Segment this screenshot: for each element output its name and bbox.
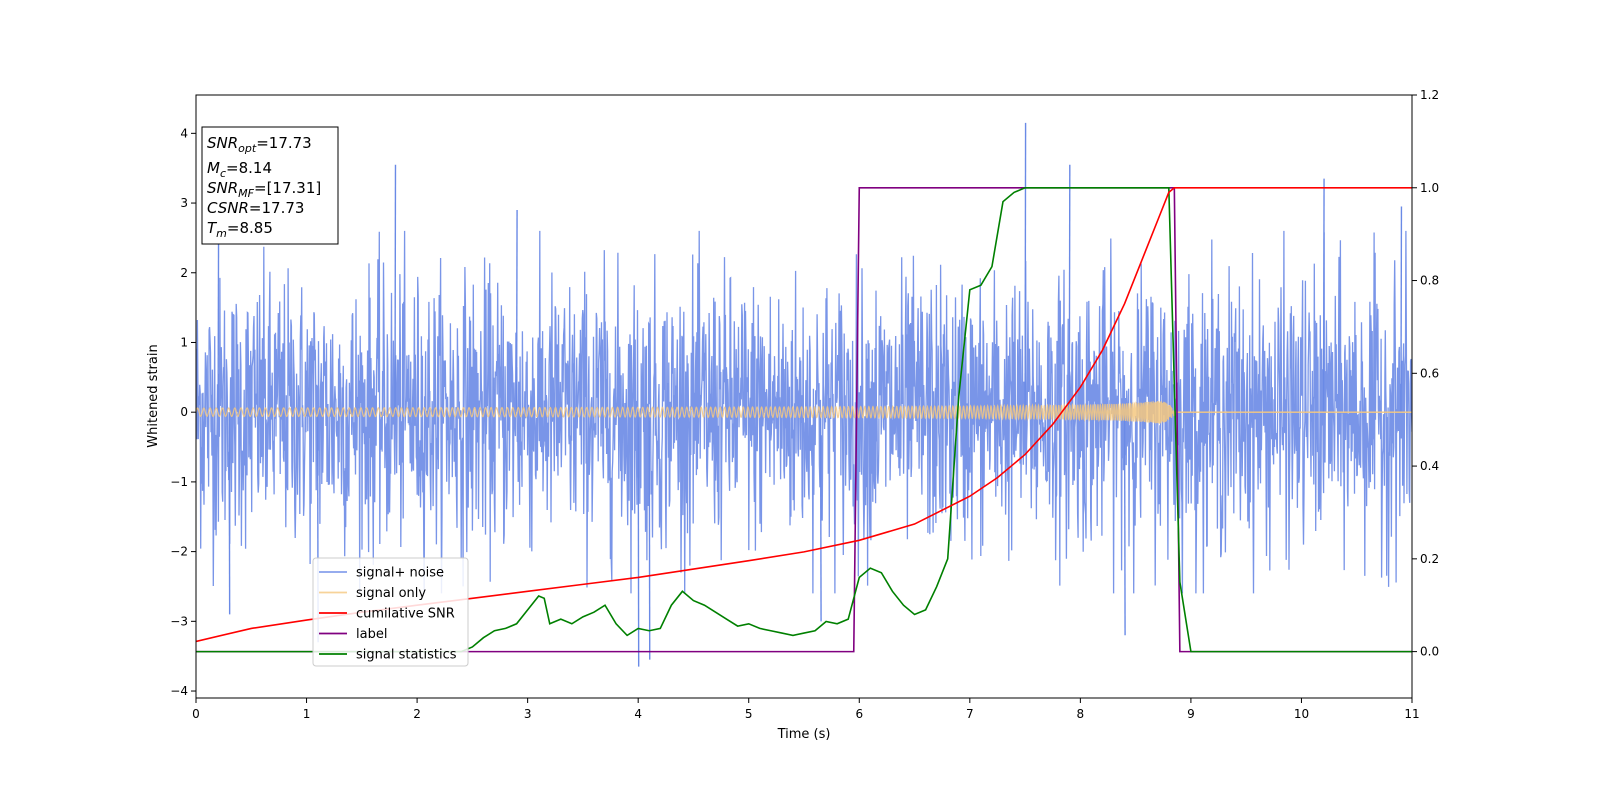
series-signal-statistics: [196, 186, 1412, 653]
y-tick: −4: [170, 684, 196, 698]
x-tick-label: 11: [1404, 707, 1419, 721]
x-tick-label: 9: [1187, 707, 1195, 721]
x-tick-label: 10: [1294, 707, 1309, 721]
x-tick: 10: [1294, 698, 1309, 721]
y-tick-label: 1: [180, 335, 188, 349]
x-tick-label: 6: [855, 707, 863, 721]
y2-tick: 0.2: [1412, 552, 1439, 566]
annotation-box: SNRopt=17.73 Mc=8.14SNRMF=[17.31]CSNR=17.…: [201, 126, 339, 245]
legend-label: cumilative SNR: [356, 607, 455, 622]
x-tick: 6: [855, 698, 863, 721]
y-axis-right: 0.0 0.2 0.4 0.6 0.8 1.0 1.2: [1412, 88, 1439, 659]
y-tick-label: 3: [180, 196, 188, 210]
y-tick: 0: [180, 405, 196, 419]
x-tick: 2: [413, 698, 421, 721]
legend-label: label: [356, 627, 387, 642]
x-axis-label: Time (s): [777, 727, 831, 742]
plot-frame: [195, 94, 1413, 699]
noise-spike: [1024, 122, 1027, 413]
legend-item: label: [319, 627, 387, 642]
annotation-frame: [201, 126, 339, 245]
legend-item: cumilative SNR: [319, 607, 455, 622]
signal-trace: [196, 400, 1175, 424]
legend-label: signal+ noise: [356, 566, 444, 581]
y-tick-label: 4: [180, 126, 188, 140]
y2-tick: 0.0: [1412, 645, 1439, 659]
y2-tick: 1.0: [1412, 181, 1439, 195]
noise-spike: [637, 412, 640, 667]
y2-tick: 0.6: [1412, 366, 1439, 380]
noise-spike: [1322, 178, 1325, 413]
y-tick: 1: [180, 335, 196, 349]
x-tick: 5: [745, 698, 753, 721]
y2-tick-label: 0.8: [1420, 274, 1439, 288]
x-tick: 8: [1077, 698, 1085, 721]
y2-tick: 0.8: [1412, 274, 1439, 288]
y-tick-label: 0: [180, 405, 188, 419]
annotation-line: Tm=8.85: [207, 219, 273, 240]
noise-spike: [1123, 412, 1126, 636]
x-tick: 1: [303, 698, 311, 721]
annotation-line: SNRopt=17.73: [207, 134, 312, 155]
y2-tick-label: 0.4: [1420, 459, 1439, 473]
series-signal-noise: [196, 122, 1412, 667]
y2-tick-label: 0.0: [1420, 645, 1439, 659]
series-signal-only: [196, 400, 1412, 424]
y2-tick: 1.2: [1412, 88, 1439, 102]
y-tick-label: −2: [170, 545, 188, 559]
legend-item: signal statistics: [319, 648, 457, 663]
x-tick-label: 5: [745, 707, 753, 721]
noise-spike: [228, 412, 231, 615]
x-tick-label: 4: [634, 707, 642, 721]
y-axis-label: Whitened strain: [146, 344, 161, 447]
legend-label: signal statistics: [356, 648, 457, 663]
x-tick-label: 2: [413, 707, 421, 721]
x-tick: 3: [524, 698, 532, 721]
noise-trace: [196, 230, 1412, 594]
noise-spike: [1068, 164, 1071, 413]
y-tick: 4: [180, 126, 196, 140]
y-axis-left: −4 −3 −2 −1 0 1 2 3 4: [170, 126, 196, 698]
legend: signal+ noise signal only cumilative SNR la…: [312, 557, 469, 667]
legend-item: signal only: [319, 586, 426, 601]
noise-spike: [648, 412, 651, 660]
x-tick: 9: [1187, 698, 1195, 721]
x-tick-label: 8: [1077, 707, 1085, 721]
y-tick: 3: [180, 196, 196, 210]
x-tick: 4: [634, 698, 642, 721]
x-tick-label: 1: [303, 707, 311, 721]
y2-tick-label: 1.2: [1420, 88, 1439, 102]
annotation-line: CSNR=17.73: [207, 199, 304, 217]
x-tick: 11: [1404, 698, 1420, 721]
legend-label: signal only: [356, 586, 426, 601]
x-tick-label: 3: [524, 707, 532, 721]
y-tick: −2: [170, 545, 196, 559]
y2-tick: 0.4: [1412, 459, 1439, 473]
y-tick-label: −3: [170, 614, 188, 628]
y-tick: −1: [170, 475, 196, 489]
y2-tick-label: 0.6: [1420, 366, 1439, 380]
noise-spike: [1400, 206, 1403, 413]
noise-spike: [217, 216, 220, 413]
y-tick-label: 2: [180, 266, 188, 280]
annotation-line: SNRMF=[17.31]: [207, 179, 321, 200]
annotation-line: Mc=8.14: [207, 159, 272, 180]
noise-spike: [819, 412, 822, 622]
y2-tick-label: 0.2: [1420, 552, 1439, 566]
y2-tick-label: 1.0: [1420, 181, 1439, 195]
x-tick-label: 7: [966, 707, 974, 721]
y-tick-label: −4: [170, 684, 188, 698]
x-tick-label: 0: [192, 707, 200, 721]
y-tick: 2: [180, 266, 196, 280]
noise-spike: [394, 164, 397, 413]
legend-frame: [312, 557, 469, 667]
x-tick: 7: [966, 698, 974, 721]
x-tick: 0: [192, 698, 200, 721]
y-tick: −3: [170, 614, 196, 628]
x-axis: 0 1 2 3 4 5 6 7 8 9 10 11: [192, 698, 1420, 721]
legend-item: signal+ noise: [319, 566, 444, 581]
noise-spike: [515, 210, 518, 413]
y-tick-label: −1: [170, 475, 188, 489]
